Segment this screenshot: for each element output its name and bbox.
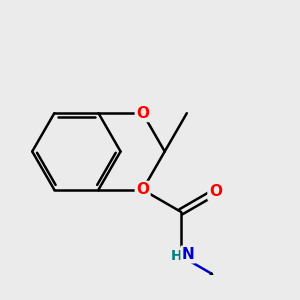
- Text: O: O: [209, 184, 222, 200]
- Text: O: O: [136, 106, 149, 121]
- Text: O: O: [136, 182, 149, 197]
- Text: H: H: [171, 249, 182, 263]
- Text: N: N: [182, 247, 195, 262]
